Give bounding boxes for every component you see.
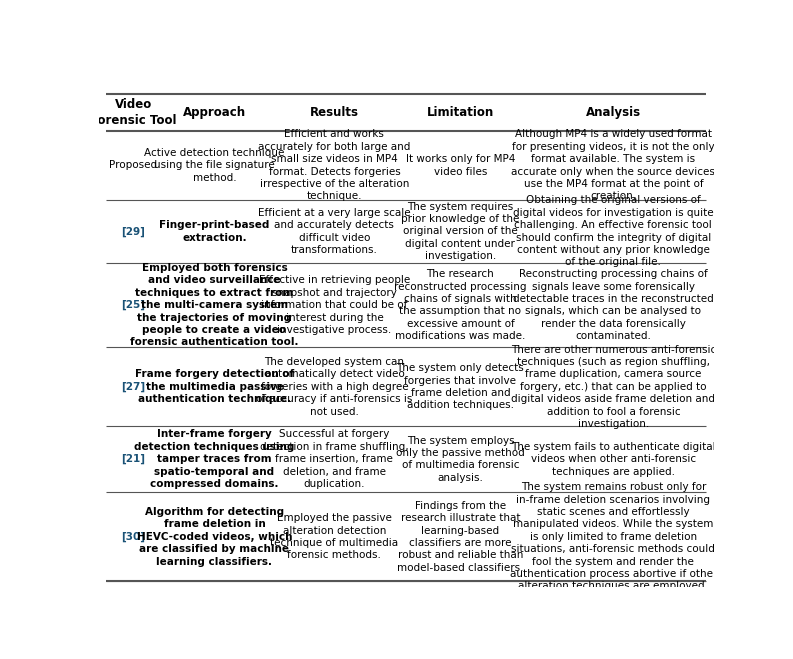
Text: Algorithm for detecting
frame deletion in
HEVC-coded videos, which
are classifie: Algorithm for detecting frame deletion i… <box>136 507 292 567</box>
Text: [21]: [21] <box>121 454 145 465</box>
Text: Efficient at a very large scale
and accurately detects
difficult video
transform: Efficient at a very large scale and accu… <box>258 208 411 255</box>
Text: Active detection technique
using the file signature
method.: Active detection technique using the fil… <box>144 148 285 183</box>
Text: Finger-print-based
extraction.: Finger-print-based extraction. <box>159 220 270 243</box>
Text: Frame forgery detection of
the multimedia passive
authentication technique.: Frame forgery detection of the multimedi… <box>135 369 294 404</box>
Text: Although MP4 is a widely used format
for presenting videos, it is not the only
f: Although MP4 is a widely used format for… <box>511 129 715 201</box>
Text: [29]: [29] <box>121 226 145 237</box>
Text: The system employs
only the passive method
of multimedia forensic
analysis.: The system employs only the passive meth… <box>396 436 525 483</box>
Text: Efficient and works
accurately for both large and
small size videos in MP4
forma: Efficient and works accurately for both … <box>259 129 411 201</box>
Text: Reconstructing processing chains of
signals leave some forensically
detectable t: Reconstructing processing chains of sign… <box>513 270 714 341</box>
Text: Obtaining the original versions of
digital videos for investigation is quite
cha: Obtaining the original versions of digit… <box>513 196 714 268</box>
Text: Effective in retrieving people
snapshot and trajectory
information that could be: Effective in retrieving people snapshot … <box>259 275 410 335</box>
Text: Findings from the
research illustrate that
learning-based
classifiers are more
r: Findings from the research illustrate th… <box>397 501 523 573</box>
Text: Inter-frame forgery
detection techniques using
tamper traces from
spatio-tempora: Inter-frame forgery detection techniques… <box>134 430 295 489</box>
Text: The developed system can
automatically detect video
forgeries with a high degree: The developed system can automatically d… <box>256 357 412 416</box>
Text: Analysis: Analysis <box>586 106 641 119</box>
Text: [27]: [27] <box>121 382 146 392</box>
Text: The system remains robust only for
in-frame deletion scenarios involving
static : The system remains robust only for in-fr… <box>510 482 717 592</box>
Text: [30]: [30] <box>121 532 145 542</box>
Text: The system only detects
forgeries that involve
frame deletion and
addition techn: The system only detects forgeries that i… <box>396 363 524 411</box>
Text: The system fails to authenticate digital
videos when other anti-forensic
techniq: The system fails to authenticate digital… <box>511 442 715 476</box>
Text: [25]: [25] <box>121 300 145 310</box>
Text: There are other numerous anti-forensic
techniques (such as region shuffling,
fra: There are other numerous anti-forensic t… <box>511 345 716 429</box>
Text: The research
reconstructed processing
chains of signals with
the assumption that: The research reconstructed processing ch… <box>394 270 527 341</box>
Text: Approach: Approach <box>183 106 246 119</box>
Text: Proposed: Proposed <box>109 160 158 170</box>
Text: Employed both forensics
and video surveillance
techniques to extract from
the mu: Employed both forensics and video survei… <box>130 263 299 347</box>
Text: The system requires
prior knowledge of the
original version of the
digital conte: The system requires prior knowledge of t… <box>401 202 519 261</box>
Text: Limitation: Limitation <box>427 106 494 119</box>
Text: Results: Results <box>310 106 359 119</box>
Text: Successful at forgery
detection in frame shuffling,
frame insertion, frame
delet: Successful at forgery detection in frame… <box>260 430 408 489</box>
Text: It works only for MP4
video files: It works only for MP4 video files <box>406 154 515 177</box>
Text: Video
Forensic Tool: Video Forensic Tool <box>90 98 177 127</box>
Text: Employed the passive
alteration detection
technique of multimedia
forensic metho: Employed the passive alteration detectio… <box>270 513 399 561</box>
